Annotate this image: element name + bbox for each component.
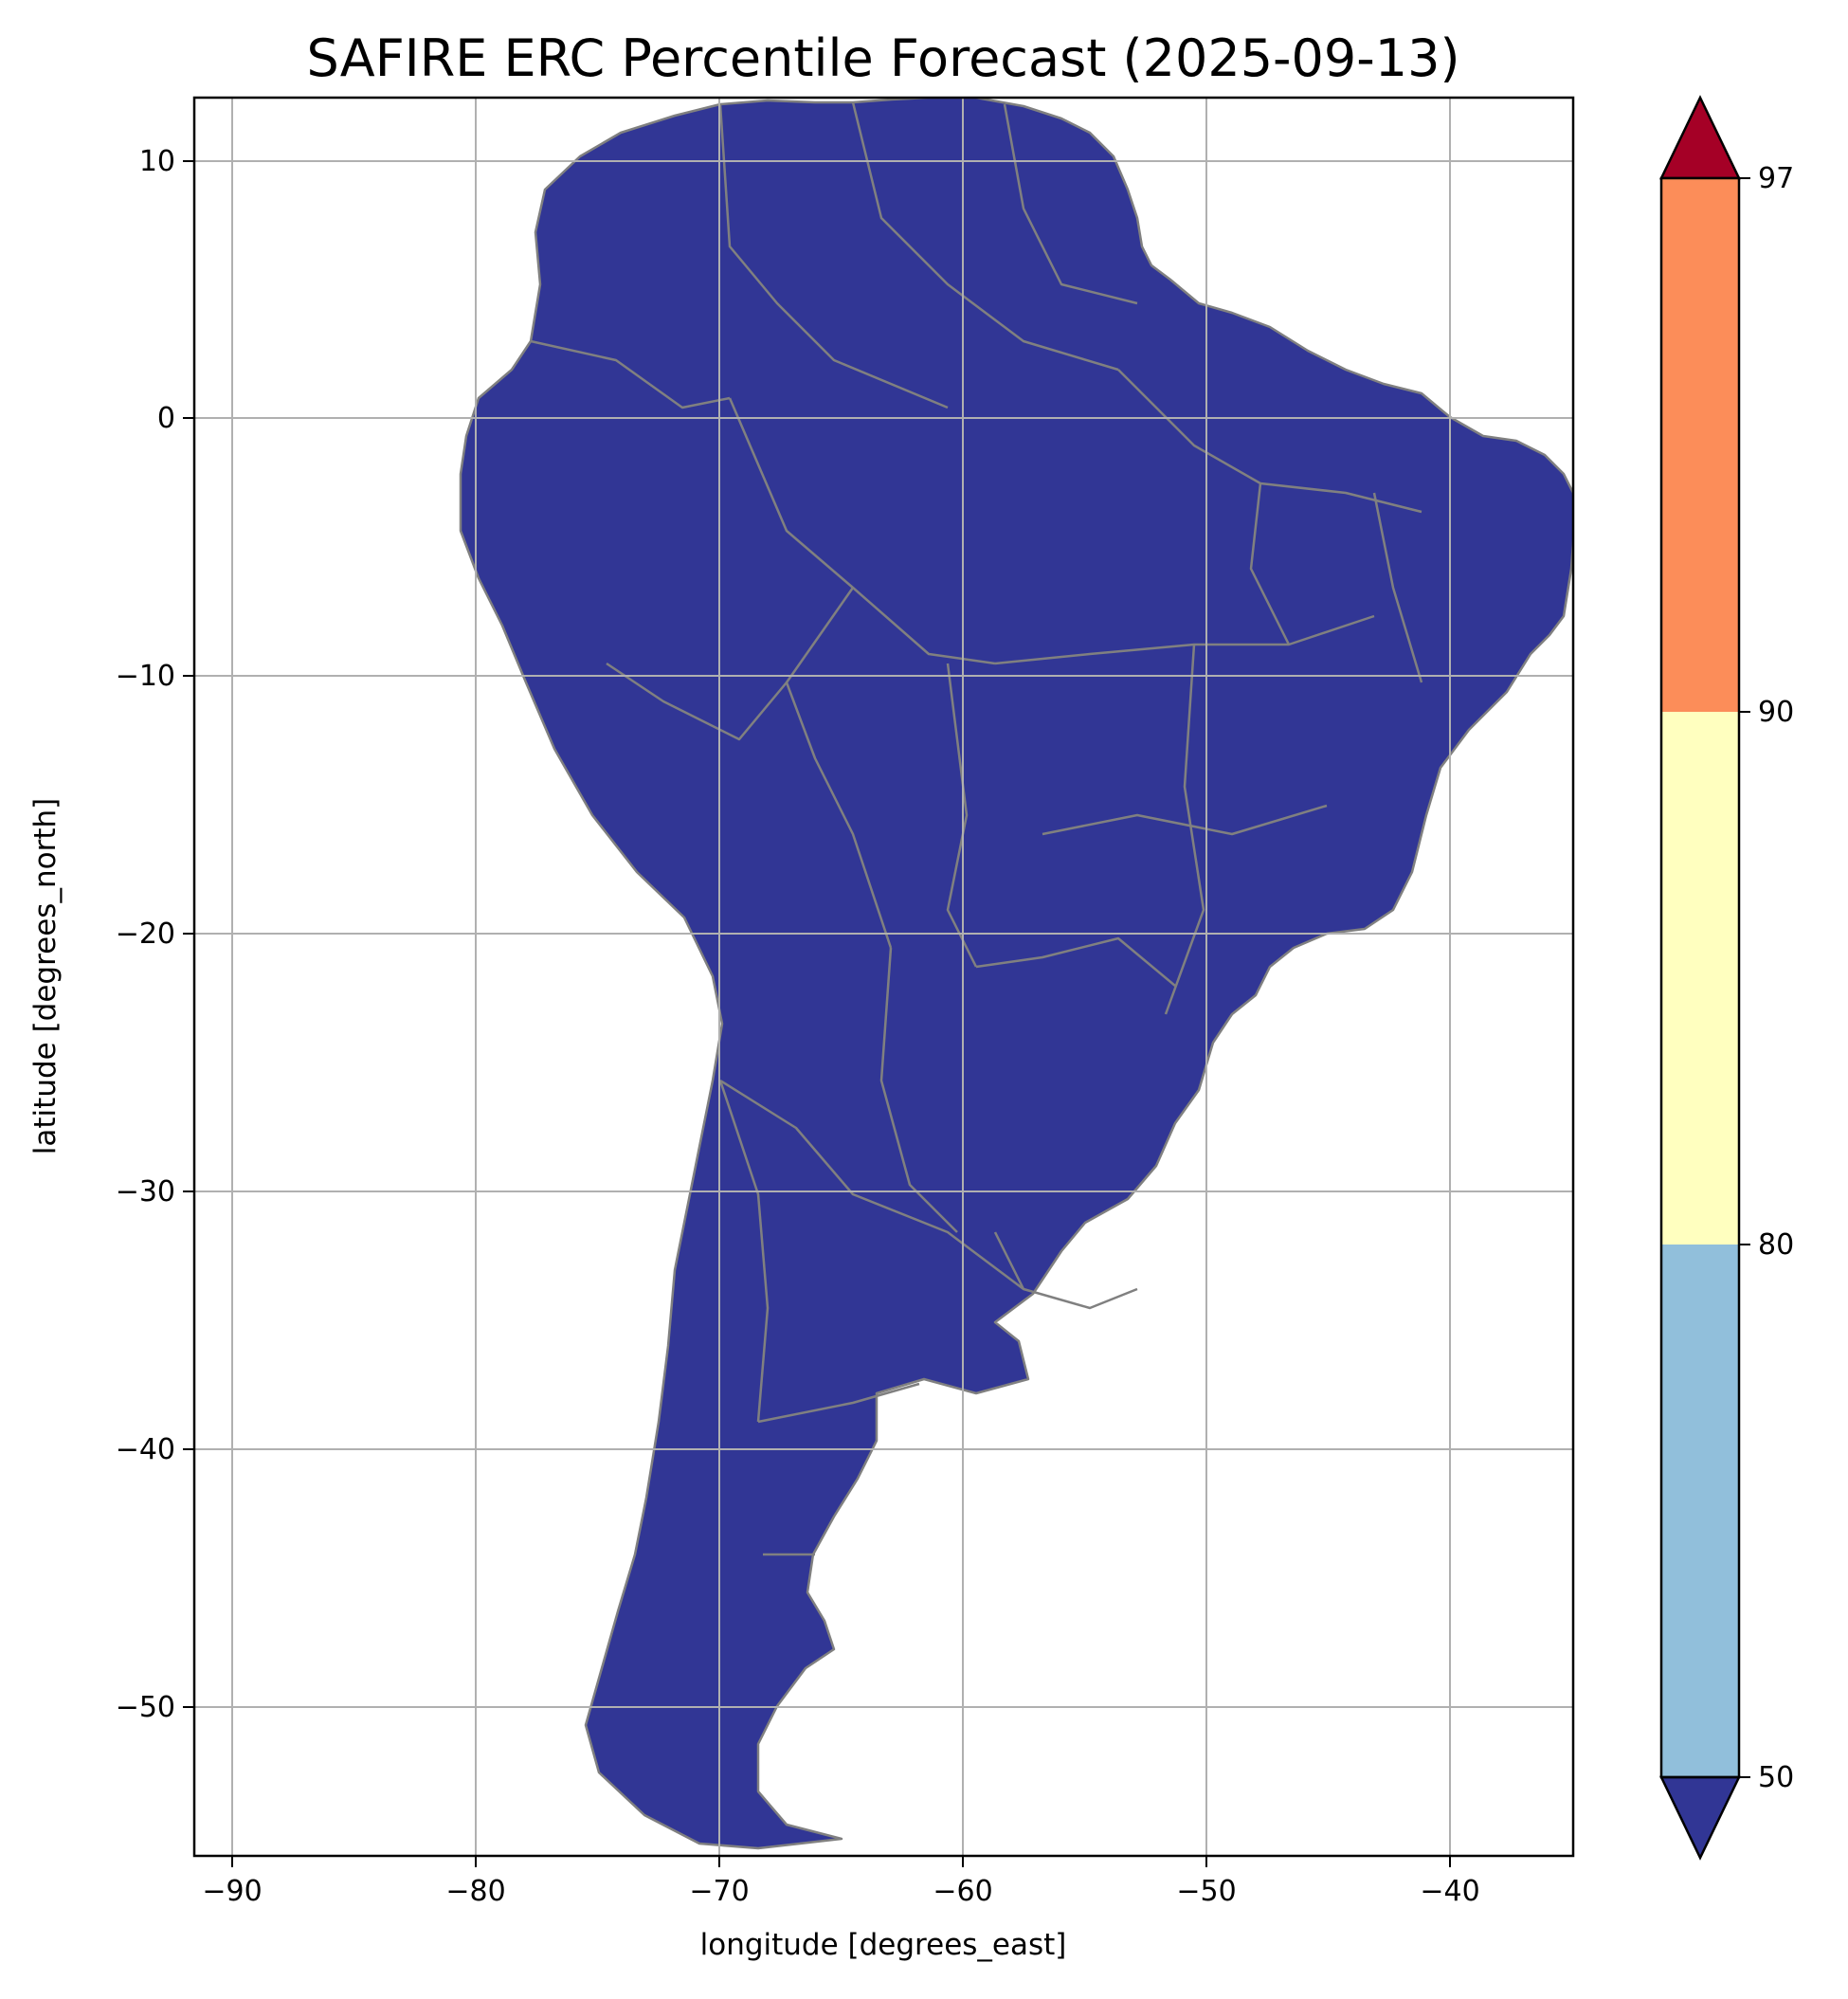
y-tick-label: 10 bbox=[139, 145, 175, 178]
x-tick-label: −50 bbox=[1176, 1875, 1236, 1908]
map-area bbox=[194, 98, 1573, 1856]
colorbar-segment-50-80 bbox=[1661, 1245, 1739, 1777]
colorbar: 97 90 80 50 bbox=[1659, 95, 1794, 1861]
y-axis: 10 0 −10 −20 −30 −40 −50 latitude [degre… bbox=[28, 145, 194, 1724]
y-tick-label: 0 bbox=[157, 402, 175, 435]
y-tick-label: −20 bbox=[116, 918, 175, 951]
axes-frame bbox=[192, 96, 1575, 1858]
x-tick-label: −40 bbox=[1420, 1875, 1479, 1908]
colorbar-segment-80-90 bbox=[1661, 712, 1739, 1245]
colorbar-extend-min bbox=[1659, 1775, 1741, 1861]
x-tick-label: −80 bbox=[445, 1875, 505, 1908]
colorbar-segment-90-97 bbox=[1661, 178, 1739, 712]
x-tick-label: −70 bbox=[689, 1875, 749, 1908]
x-axis: −90 −80 −70 −60 −50 −40 longitude [degre… bbox=[202, 1856, 1480, 1962]
y-tick-label: −10 bbox=[116, 660, 175, 693]
y-tick-label: −40 bbox=[116, 1433, 175, 1466]
x-tick-label: −60 bbox=[933, 1875, 992, 1908]
x-tick-label: −90 bbox=[202, 1875, 262, 1908]
y-tick-label: −50 bbox=[116, 1691, 175, 1724]
colorbar-tick-label: 50 bbox=[1758, 1761, 1794, 1794]
y-axis-label: latitude [degrees_north] bbox=[28, 798, 63, 1154]
colorbar-tick-label: 80 bbox=[1758, 1228, 1794, 1262]
gridlines bbox=[194, 98, 1573, 1856]
colorbar-tick-label: 90 bbox=[1758, 696, 1794, 729]
map-title: SAFIRE ERC Percentile Forecast (2025-09-… bbox=[306, 28, 1459, 88]
colorbar-extend-max bbox=[1659, 95, 1741, 180]
colorbar-tick-label: 97 bbox=[1758, 162, 1794, 195]
y-tick-label: −30 bbox=[116, 1175, 175, 1208]
x-axis-label: longitude [degrees_east] bbox=[700, 1928, 1067, 1962]
